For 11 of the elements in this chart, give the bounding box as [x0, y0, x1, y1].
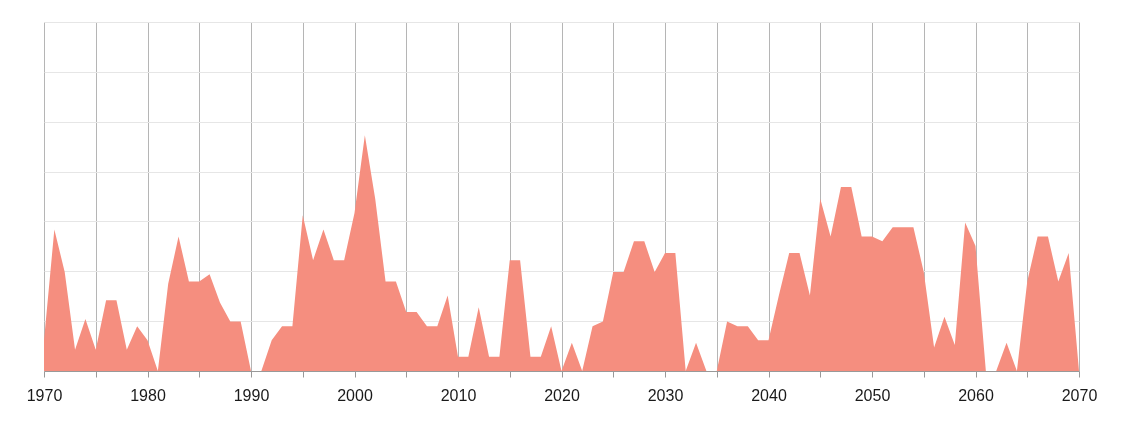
x-tick-label: 2010 [440, 386, 477, 404]
x-tick-label: 2070 [1061, 386, 1098, 404]
x-tick-label: 2050 [854, 386, 891, 404]
x-tick-label: 1980 [130, 386, 166, 404]
x-tick-label: 2040 [751, 386, 787, 404]
x-tick-label: 1990 [233, 386, 270, 404]
x-tick-label: 2020 [544, 386, 580, 404]
x-tick-label: 2060 [958, 386, 994, 404]
x-tick-label: 2030 [647, 386, 684, 404]
x-tick-label: 1970 [26, 386, 63, 404]
x-tick-label: 2000 [337, 386, 373, 404]
